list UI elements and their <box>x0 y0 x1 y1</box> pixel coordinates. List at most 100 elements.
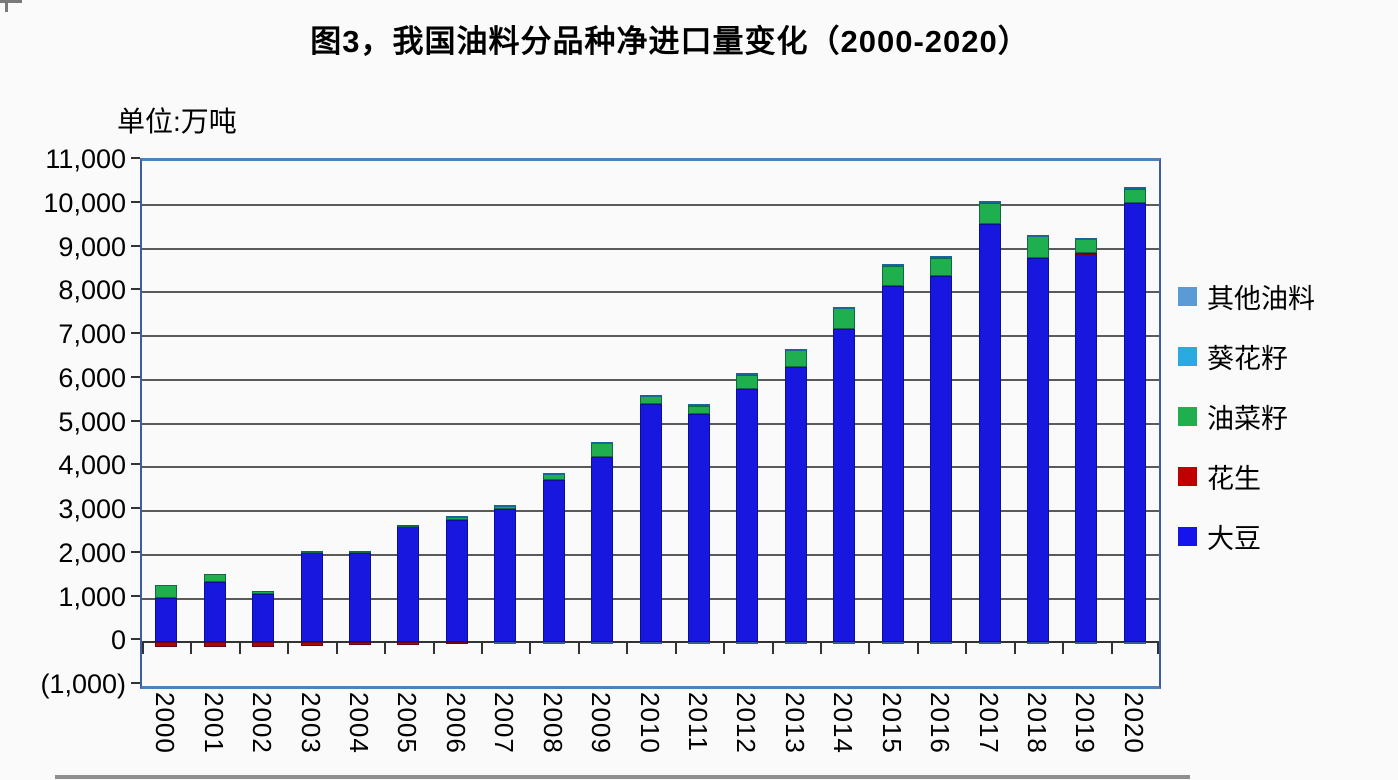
gridline <box>142 247 1159 250</box>
x-axis-tick-label: 2015 <box>877 692 907 754</box>
x-tick-mark <box>965 642 967 655</box>
bar-segment-葵花籽 <box>930 256 952 259</box>
legend-label: 花生 <box>1207 463 1261 494</box>
bar-segment-其他油料 <box>1027 642 1049 645</box>
gridline <box>142 335 1159 337</box>
bar-segment-其他油料 <box>833 642 855 645</box>
x-axis-tick-label: 2004 <box>344 692 374 754</box>
x-axis-tick-label: 2002 <box>247 692 277 754</box>
y-tick-mark <box>131 594 140 597</box>
bar-segment-油菜籽 <box>1124 188 1146 203</box>
bar-segment-油菜籽 <box>252 591 274 594</box>
bar-segment-大豆 <box>882 286 904 643</box>
x-axis-tick-label: 2009 <box>586 692 616 754</box>
y-axis-tick-label: 2,000 <box>58 537 126 568</box>
x-tick-mark <box>675 642 677 655</box>
bar-segment-葵花籽 <box>1124 186 1146 189</box>
bar-segment-大豆 <box>252 593 274 643</box>
x-tick-mark <box>820 642 822 655</box>
bar-segment-其他油料 <box>736 642 758 645</box>
x-tick-mark <box>529 642 531 655</box>
bar-segment-大豆 <box>930 275 952 643</box>
y-tick-mark <box>131 638 140 641</box>
x-tick-mark <box>723 642 725 655</box>
bar-segment-油菜籽 <box>979 203 1001 224</box>
y-axis-tick-label: 0 <box>110 625 126 656</box>
bar-segment-油菜籽 <box>930 258 952 276</box>
x-axis-tick-label: 2019 <box>1070 692 1100 754</box>
bar-segment-大豆 <box>155 598 177 643</box>
bar-segment-大豆 <box>397 526 419 643</box>
y-axis-tick-label: 10,000 <box>43 187 126 218</box>
y-axis-labels: (1,000) 0 1,000 2,000 3,000 4,000 5,000 6,000 7,… <box>0 144 126 699</box>
x-axis-tick-label: 2003 <box>296 692 326 754</box>
x-tick-mark <box>190 642 192 655</box>
bar-segment-油菜籽 <box>1027 236 1049 259</box>
bar-segment-葵花籽 <box>543 473 565 476</box>
bar-segment-油菜籽 <box>833 308 855 330</box>
bar-segment-葵花籽 <box>882 263 904 267</box>
x-tick-mark <box>1014 642 1016 655</box>
legend-item: 其他油料 <box>1178 266 1396 326</box>
bar-segment-大豆 <box>1027 258 1049 643</box>
x-tick-mark <box>1157 642 1159 655</box>
y-axis-tick-label: 4,000 <box>58 450 126 481</box>
legend-label: 其他油料 <box>1207 283 1315 314</box>
bar-segment-葵花籽 <box>494 504 516 507</box>
bar-segment-油菜籽 <box>785 350 807 368</box>
bar-segment-油菜籽 <box>640 395 662 405</box>
chart-title: 图3，我国油料分品种净进口量变化（2000-2020） <box>310 24 1030 59</box>
bar-segment-油菜籽 <box>397 525 419 527</box>
bar-segment-其他油料 <box>591 642 613 645</box>
x-tick-mark <box>1062 642 1064 655</box>
x-tick-mark <box>772 642 774 655</box>
bar-segment-其他油料 <box>640 642 662 645</box>
bar-segment-花生 <box>252 642 274 648</box>
bar-segment-其他油料 <box>688 642 710 645</box>
x-axis-tick-label: 2007 <box>489 692 519 754</box>
x-tick-mark <box>336 642 338 655</box>
legend-swatch-icon <box>1178 466 1197 486</box>
bar-segment-大豆 <box>349 553 371 643</box>
legend: 其他油料 葵花籽 油菜籽 花生 大豆 <box>1178 266 1396 566</box>
x-axis-tick-label: 2013 <box>780 692 810 754</box>
bar-segment-大豆 <box>640 404 662 643</box>
y-axis-tick-label: 6,000 <box>58 362 126 393</box>
bottom-border-strip <box>55 775 1190 779</box>
bar-segment-其他油料 <box>494 642 516 645</box>
bar-segment-葵花籽 <box>785 349 807 352</box>
x-axis-tick-label: 2010 <box>635 692 665 754</box>
x-axis-tick-label: 2001 <box>199 692 229 754</box>
bar-segment-其他油料 <box>930 642 952 645</box>
legend-swatch-icon <box>1178 406 1197 426</box>
x-tick-mark <box>868 642 870 655</box>
bar-segment-大豆 <box>688 413 710 643</box>
y-axis-tick-label: (1,000) <box>40 669 126 699</box>
y-axis-tick-label: 9,000 <box>58 231 126 262</box>
bar-segment-大豆 <box>494 509 516 643</box>
bar-segment-大豆 <box>543 480 565 643</box>
bar-segment-葵花籽 <box>640 394 662 397</box>
legend-item: 大豆 <box>1178 506 1396 566</box>
x-axis-tick-label: 2020 <box>1119 692 1149 754</box>
bar-segment-花生 <box>349 642 371 645</box>
y-axis-tick-label: 1,000 <box>58 581 126 612</box>
y-tick-mark <box>131 463 140 466</box>
x-axis-tick-label: 2012 <box>731 692 761 754</box>
x-axis-tick-label: 2017 <box>974 692 1004 754</box>
y-tick-mark <box>131 244 140 247</box>
y-axis-tick-label: 3,000 <box>58 494 126 524</box>
x-tick-mark <box>142 642 144 655</box>
x-axis-tick-label: 2011 <box>683 692 713 752</box>
bar-segment-油菜籽 <box>736 374 758 389</box>
bar-segment-油菜籽 <box>155 585 177 599</box>
bar-segment-油菜籽 <box>543 474 565 481</box>
bar-segment-油菜籽 <box>688 405 710 414</box>
unit-label: 单位:万吨 <box>117 106 237 137</box>
legend-swatch-icon <box>1178 526 1197 546</box>
y-axis-tick-label: 7,000 <box>58 319 126 349</box>
gridline <box>142 291 1159 294</box>
bar-segment-油菜籽 <box>204 574 226 582</box>
x-axis-tick-label: 2016 <box>925 692 955 754</box>
bar-segment-油菜籽 <box>301 550 323 553</box>
